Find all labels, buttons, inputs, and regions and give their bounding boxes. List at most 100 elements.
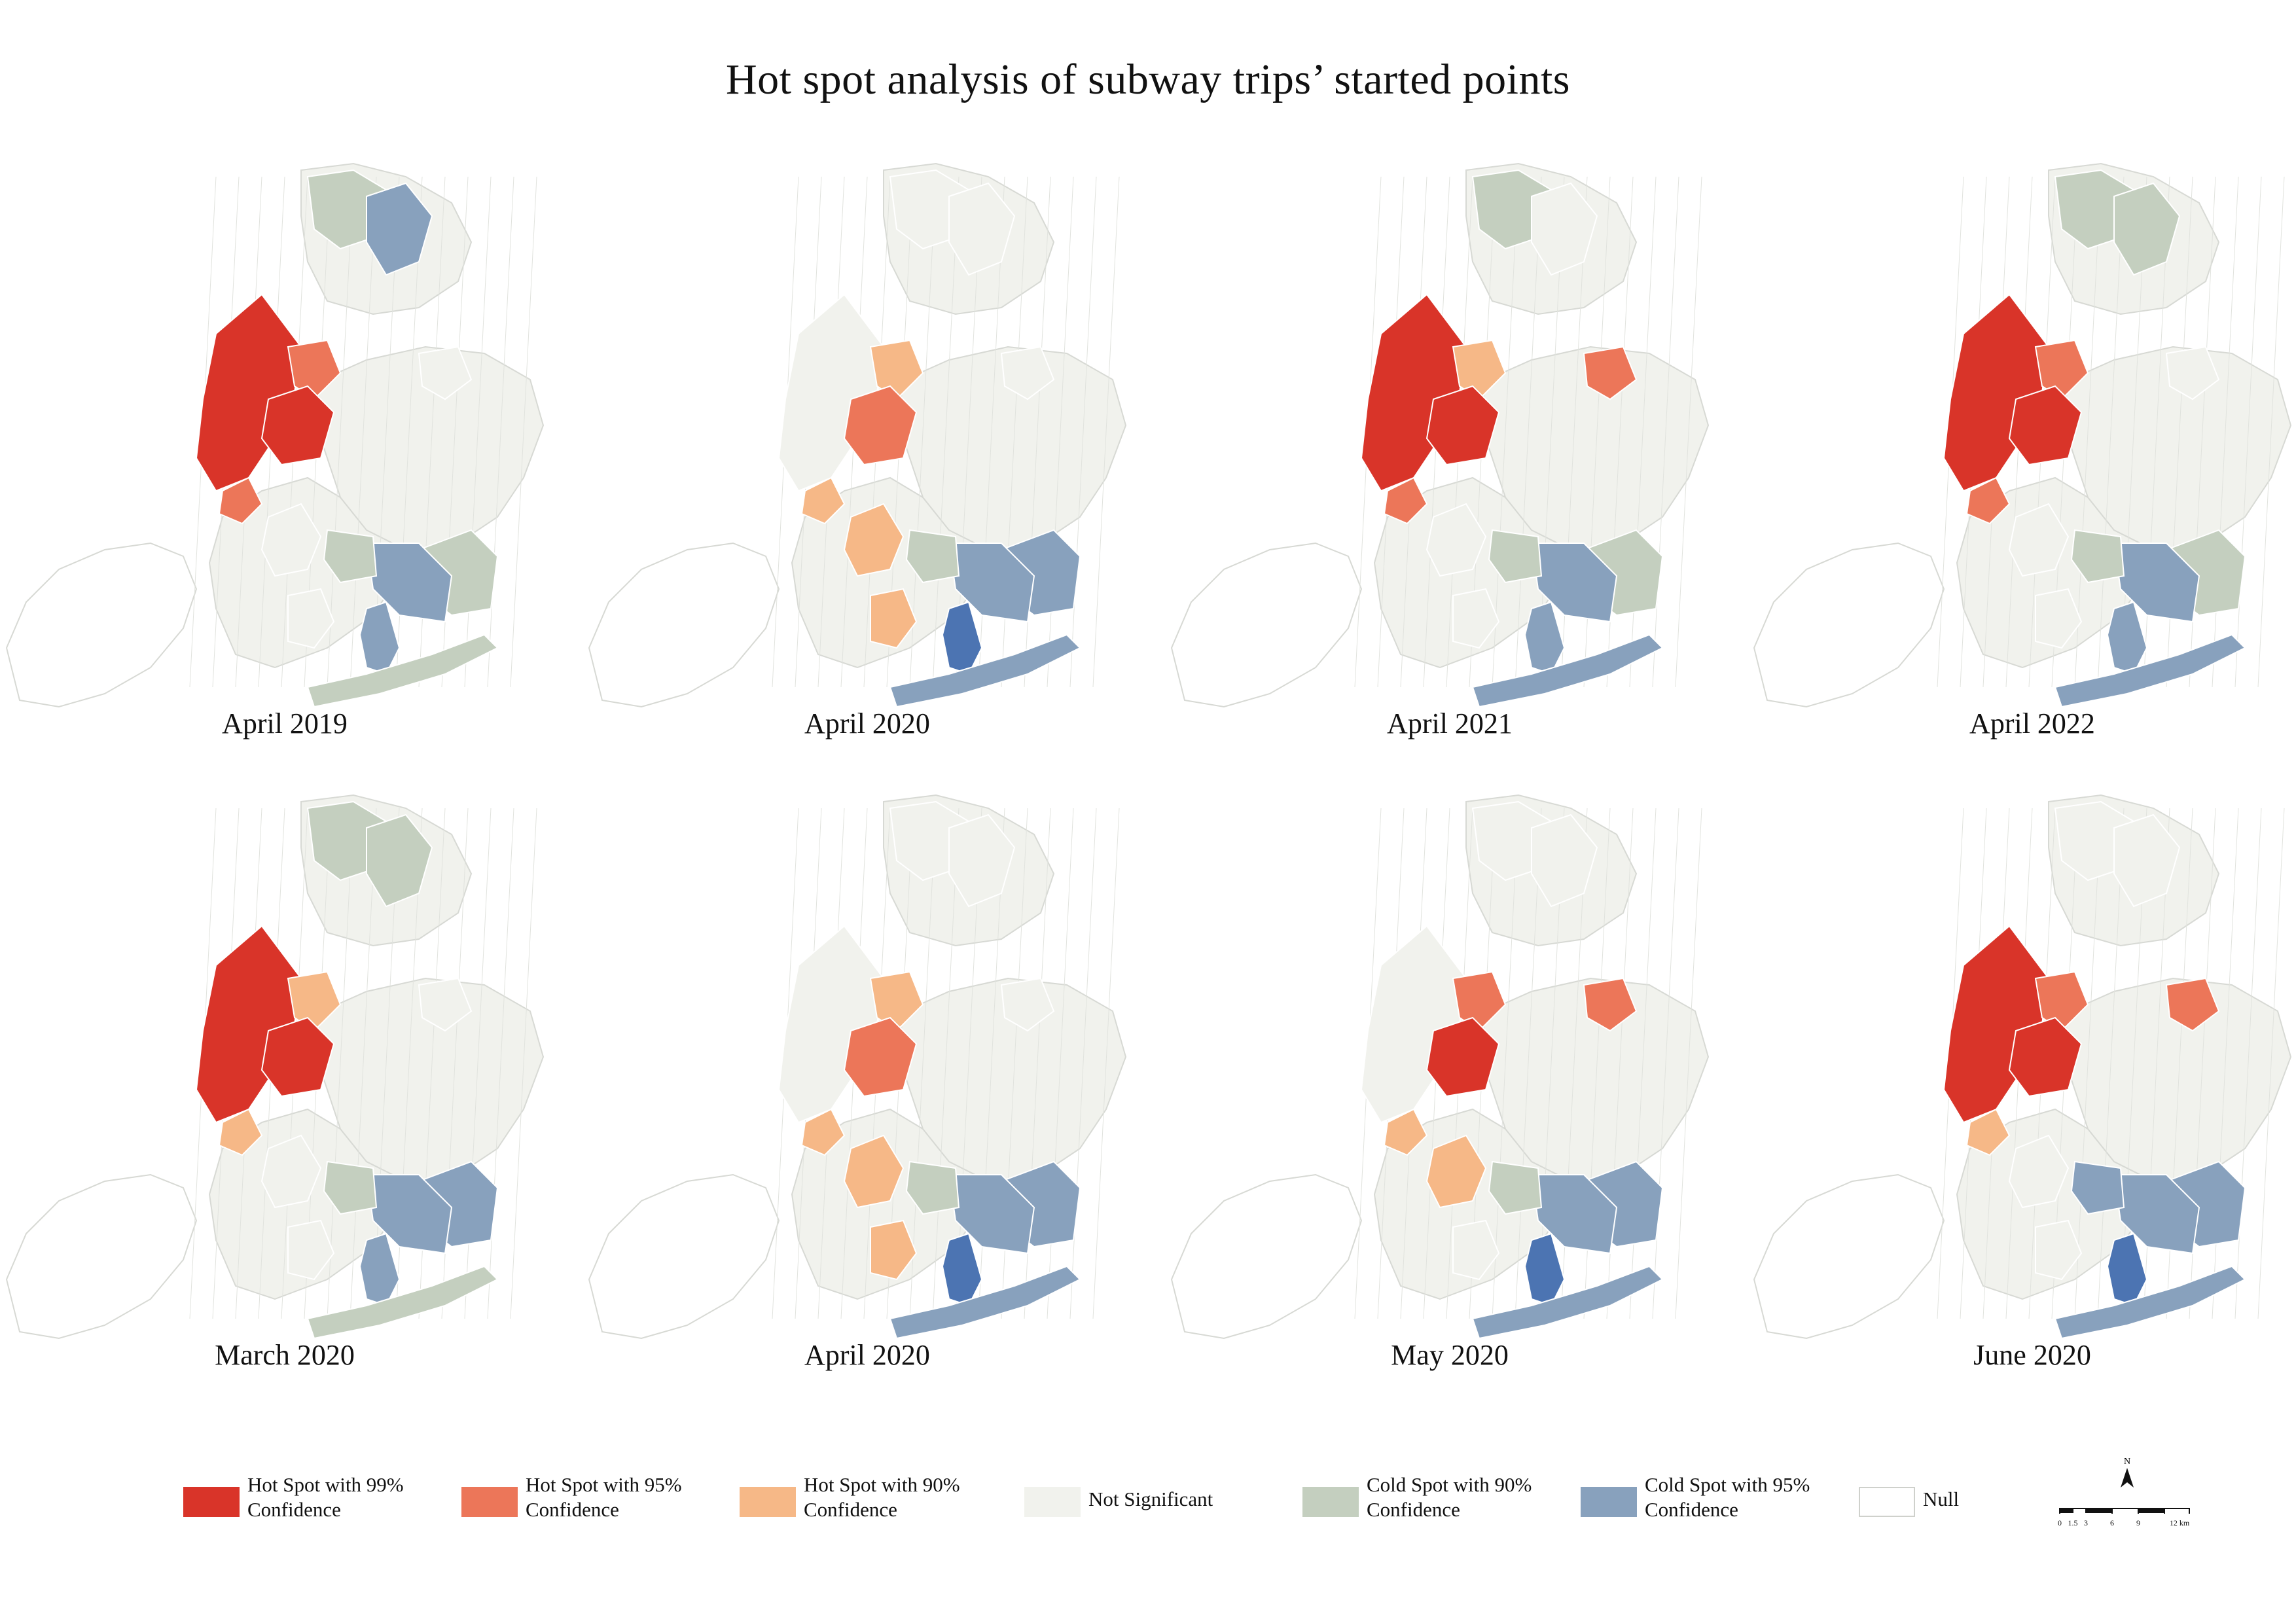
- tract-boundary: [350, 808, 377, 1319]
- jamaica_bay-region: [1524, 601, 1566, 675]
- central_bk-region: [1426, 1134, 1487, 1209]
- bronx_east-region: [1531, 182, 1598, 276]
- south_bk-region: [1452, 588, 1500, 649]
- jfk-region: [1530, 1174, 1618, 1255]
- scale-label: 0: [2058, 1518, 2062, 1527]
- tract-boundary: [909, 808, 937, 1319]
- jfk_west-region: [2070, 529, 2125, 584]
- lic-region: [2034, 339, 2089, 401]
- jfk_west-region: [323, 529, 378, 584]
- tract-boundary: [327, 808, 354, 1319]
- tract-boundary: [1675, 808, 1702, 1319]
- map-panel-label: April 2021: [1387, 707, 1513, 740]
- scale-label: 1.5: [2068, 1518, 2078, 1527]
- south_bk-region: [870, 1219, 918, 1281]
- downtown_bk-region: [1965, 476, 2011, 525]
- lic-region: [869, 339, 924, 401]
- north-label: N: [2124, 1457, 2130, 1467]
- jamaica_bay-region: [1524, 1232, 1566, 1307]
- jfk-region: [365, 543, 453, 623]
- choropleth-map: [1170, 162, 1710, 708]
- rockaway-region: [889, 1265, 1081, 1340]
- bronx_east-region: [366, 182, 433, 276]
- tract-boundary: [510, 808, 537, 1319]
- scale-bar: N 0 1.5 3 6 9 12 km: [2052, 1450, 2202, 1548]
- downtown_bk-region: [800, 476, 846, 525]
- central_bk-region: [843, 503, 905, 577]
- choropleth-map: [1170, 794, 1710, 1340]
- flushing-region: [2165, 346, 2220, 401]
- tract-boundary: [327, 176, 354, 688]
- brooklyn_north-region: [2008, 385, 2083, 466]
- legend-label: Cold Spot with 90% Confidence: [1367, 1473, 1532, 1521]
- staten-outline: [1753, 1173, 1945, 1340]
- map-panel-label: April 2022: [1969, 707, 2095, 740]
- map-panel: April 2022: [1748, 151, 2296, 779]
- south_bk-region: [1452, 1219, 1500, 1281]
- staten-outline: [588, 1173, 780, 1340]
- bronx_east-region: [948, 813, 1016, 908]
- south_bk-region: [2035, 1219, 2083, 1281]
- map-panel: April 2019: [0, 151, 569, 779]
- brooklyn_north-region: [843, 1016, 918, 1097]
- staten-outline: [588, 542, 780, 708]
- central_bk-region: [2008, 503, 2070, 577]
- lic-region: [2034, 971, 2089, 1032]
- choropleth-map: [5, 794, 545, 1340]
- scale-label: 9: [2136, 1518, 2140, 1527]
- scale-label: 6: [2110, 1518, 2114, 1527]
- south_bk-region: [287, 1219, 335, 1281]
- legend-label: Hot Spot with 90% Confidence: [804, 1473, 960, 1521]
- tract-boundary: [1092, 808, 1120, 1319]
- brooklyn_north-region: [1426, 1016, 1500, 1097]
- central_bk-region: [260, 503, 322, 577]
- jfk-region: [2113, 1174, 2200, 1255]
- lic-region: [1452, 339, 1507, 401]
- map-panel-label: April 2020: [804, 707, 930, 740]
- staten-outline: [1170, 1173, 1363, 1340]
- brooklyn_north-region: [2008, 1016, 2083, 1097]
- flushing-region: [1583, 977, 1638, 1032]
- tract-boundary: [932, 176, 960, 688]
- jamaica_bay-region: [2106, 1232, 2148, 1307]
- bronx_east-region: [2113, 813, 2181, 908]
- legend-swatch: [740, 1487, 796, 1517]
- jfk_west-region: [323, 1160, 378, 1215]
- jamaica_bay-region: [941, 1232, 983, 1307]
- staten-outline: [1753, 542, 1945, 708]
- lic-region: [869, 971, 924, 1032]
- downtown_bk-region: [1383, 1108, 1428, 1156]
- south_bk-region: [2035, 588, 2083, 649]
- south_bk-region: [287, 588, 335, 649]
- jamaica_bay-region: [941, 601, 983, 675]
- flushing-region: [2165, 977, 2220, 1032]
- scale-label: 3: [2084, 1518, 2088, 1527]
- jamaica_bay-region: [359, 601, 401, 675]
- tract-boundary: [510, 176, 537, 688]
- choropleth-map: [5, 162, 545, 708]
- jfk-region: [1530, 543, 1618, 623]
- lic-region: [287, 971, 342, 1032]
- rockaway-region: [1471, 1265, 1664, 1340]
- brooklyn_north-region: [1426, 385, 1500, 466]
- flushing-region: [418, 977, 473, 1032]
- brooklyn_north-region: [843, 385, 918, 466]
- rockaway-region: [306, 633, 499, 708]
- staten-outline: [5, 542, 198, 708]
- tract-boundary: [1675, 176, 1702, 688]
- tract-boundary: [2097, 176, 2125, 688]
- map-panel-label: April 2019: [222, 707, 348, 740]
- choropleth-map: [588, 794, 1127, 1340]
- choropleth-map: [1753, 162, 2292, 708]
- legend-swatch: [1581, 1487, 1637, 1517]
- map-panel: March 2020: [0, 782, 569, 1410]
- legend-swatch: [1024, 1487, 1081, 1517]
- jfk_west-region: [1488, 529, 1543, 584]
- rockaway-region: [306, 1265, 499, 1340]
- tract-boundary: [2074, 176, 2102, 688]
- jfk-region: [948, 543, 1035, 623]
- jfk_west-region: [905, 529, 960, 584]
- north-arrow-and-scale: N 0 1.5 3 6 9 12 km: [2058, 1457, 2190, 1527]
- flushing-region: [1000, 977, 1055, 1032]
- downtown_bk-region: [218, 1108, 263, 1156]
